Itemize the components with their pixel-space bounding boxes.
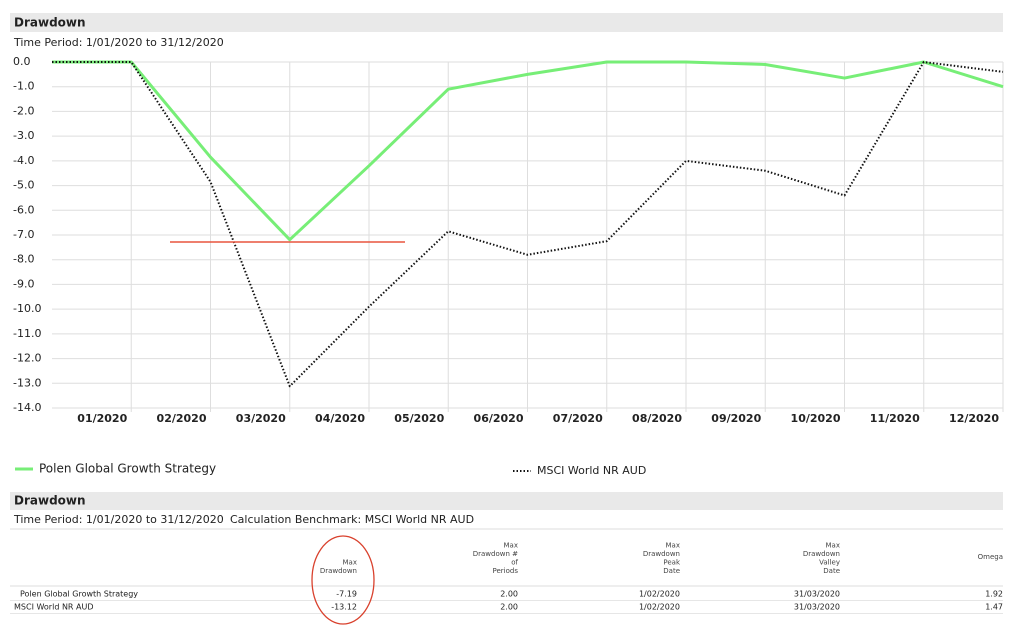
table-benchmark: Calculation Benchmark: MSCI World NR AUD <box>230 513 474 526</box>
y-tick-label: -2.0 <box>13 104 34 117</box>
column-header: Omega <box>978 553 1003 561</box>
table-cell: 1.92 <box>985 590 1003 599</box>
legend-label: Polen Global Growth Strategy <box>39 462 216 476</box>
y-tick-label: -11.0 <box>13 327 41 340</box>
column-header: Max <box>343 559 357 567</box>
column-header: Date <box>823 567 840 575</box>
table-cell: 1/02/2020 <box>639 603 680 612</box>
y-tick-label: -10.0 <box>13 302 41 315</box>
chart-subtitle: Time Period: 1/01/2020 to 31/12/2020 <box>13 36 224 49</box>
y-tick-label: -14.0 <box>13 401 41 414</box>
table-title: Drawdown <box>14 494 86 508</box>
y-tick-label: -7.0 <box>13 228 34 241</box>
table-cell: 31/03/2020 <box>794 590 840 599</box>
y-tick-label: -12.0 <box>13 352 41 365</box>
table-cell: 2.00 <box>500 603 518 612</box>
x-tick-label: 09/2020 <box>711 412 761 425</box>
x-tick-label: 06/2020 <box>474 412 524 425</box>
table-cell: -13.12 <box>331 603 357 612</box>
table-cell: 2.00 <box>500 590 518 599</box>
column-header: Valley <box>819 559 840 567</box>
column-header: Drawdown # <box>473 550 518 558</box>
chart-title: Drawdown <box>14 16 86 30</box>
table-cell: 1/02/2020 <box>639 590 680 599</box>
row-label: MSCI World NR AUD <box>14 603 94 612</box>
legend-label: MSCI World NR AUD <box>537 464 646 477</box>
y-tick-label: -1.0 <box>13 80 34 93</box>
series-line <box>52 60 1004 242</box>
y-tick-label: 0.0 <box>13 55 31 68</box>
column-header: Date <box>663 567 680 575</box>
y-tick-label: -4.0 <box>13 154 34 167</box>
x-tick-label: 10/2020 <box>791 412 841 425</box>
y-tick-label: -9.0 <box>13 277 34 290</box>
x-tick-label: 01/2020 <box>77 412 127 425</box>
y-tick-label: -13.0 <box>13 376 41 389</box>
column-header: Peak <box>663 559 681 567</box>
x-tick-label: 05/2020 <box>394 412 444 425</box>
table-cell: -7.19 <box>336 590 357 599</box>
series-line <box>52 61 1004 388</box>
column-header: Drawdown <box>803 550 840 558</box>
column-header: Periods <box>493 567 519 575</box>
plot: 0.0 -1.0 -2.0 -3.0 -4.0 -5.0 -6.0 -7.0 -8.0 -9.0 -… <box>13 55 1004 425</box>
y-tick-label: -6.0 <box>13 203 34 216</box>
table-cell: 31/03/2020 <box>794 603 840 612</box>
legend: Polen Global Growth Strategy MSCI World N… <box>15 462 646 477</box>
column-header: Max <box>504 542 518 550</box>
x-tick-label: 04/2020 <box>315 412 365 425</box>
table-cell: 1.47 <box>985 603 1003 612</box>
x-tick-label: 11/2020 <box>870 412 920 425</box>
x-tick-label: 12/2020 <box>949 412 999 425</box>
x-tick-label: 02/2020 <box>157 412 207 425</box>
column-header: Drawdown <box>643 550 680 558</box>
x-tick-label: 03/2020 <box>236 412 286 425</box>
annotation-ellipse <box>311 535 375 625</box>
title-band <box>10 13 1003 32</box>
column-header: Drawdown <box>320 567 357 575</box>
x-tick-label: 07/2020 <box>553 412 603 425</box>
table-period: Time Period: 1/01/2020 to 31/12/2020 <box>13 513 224 526</box>
column-header: of <box>511 559 518 567</box>
x-tick-label: 08/2020 <box>632 412 682 425</box>
y-tick-label: -8.0 <box>13 253 34 266</box>
y-tick-label: -5.0 <box>13 179 34 192</box>
column-header: Max <box>666 542 680 550</box>
y-tick-label: -3.0 <box>13 129 34 142</box>
column-header: Max <box>826 542 840 550</box>
row-label: Polen Global Growth Strategy <box>20 590 138 599</box>
table-title-band <box>10 492 1003 510</box>
